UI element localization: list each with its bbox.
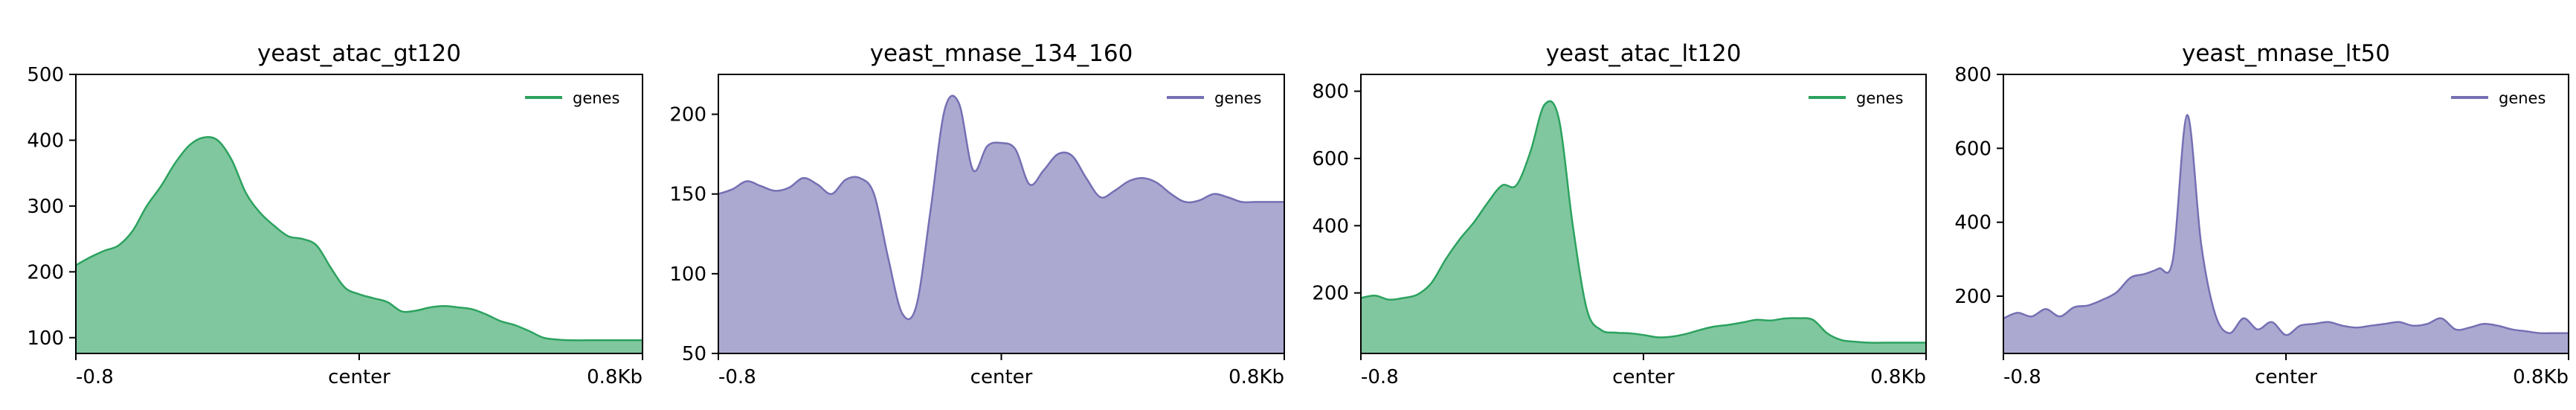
series-line-genes [1360,100,1926,344]
x-tick-label: -0.8 [2003,366,2041,388]
chart-title: yeast_atac_gt120 [257,40,461,67]
y-tick-label: 500 [27,64,64,86]
legend-label: genes [1856,89,1903,107]
series-line-genes [2003,114,2569,336]
y-tick-label: 50 [682,343,706,365]
series-line-genes [718,95,1284,321]
area-fill-genes [718,95,1284,353]
legend-label: genes [573,89,619,107]
area-fill-genes [1361,100,1926,353]
chart-panel-1: yeast_atac_gt120 100 200 300 400 500 -0.8 cente… [27,40,643,388]
y-tick-label: 200 [1312,283,1349,305]
area-fill-genes [76,137,643,353]
y-tick-label: 300 [27,196,64,218]
y-tick-label: 600 [1312,148,1349,170]
x-tick-label: 0.8Kb [1870,366,1926,388]
x-tick-label: 0.8Kb [587,366,643,388]
y-tick-label: 200 [669,104,706,126]
x-tick-label: 0.8Kb [1229,366,1284,388]
legend-label: genes [2499,89,2546,107]
chart-title: yeast_mnase_134_160 [870,40,1133,67]
y-tick-label: 800 [1954,64,1991,86]
y-tick-label: 400 [27,129,64,152]
y-tick-label: 400 [1954,212,1991,234]
series-line-genes [75,135,643,342]
y-tick-label: 200 [27,261,64,284]
x-tick-label: center [970,366,1033,388]
x-tick-label: -0.8 [76,366,114,388]
chart-title: yeast_atac_lt120 [1546,40,1742,67]
legend-label: genes [1214,89,1261,107]
chart-panel-4: yeast_mnase_lt50 200 400 600 800 -0.8 center 0.… [1954,40,2569,388]
x-tick-label: 0.8Kb [2513,366,2569,388]
y-tick-label: 200 [1954,286,1991,308]
chart-title: yeast_mnase_lt50 [2182,40,2390,67]
x-tick-label: center [1612,366,1675,388]
chart-panel-2: yeast_mnase_134_160 50 100 150 200 -0.8 center… [669,40,1285,388]
x-tick-label: center [328,366,390,388]
chart-panel-3: yeast_atac_lt120 200 400 600 800 -0.8 center 0.… [1312,40,1927,388]
y-tick-label: 600 [1954,138,1991,160]
y-tick-label: 150 [669,184,706,206]
area-fill-genes [2003,115,2569,353]
y-tick-label: 100 [27,327,64,350]
x-tick-label: -0.8 [718,366,756,388]
x-tick-label: center [2255,366,2317,388]
y-tick-label: 800 [1312,81,1349,103]
y-tick-label: 100 [669,263,706,286]
y-tick-label: 400 [1312,215,1349,237]
x-tick-label: -0.8 [1361,366,1399,388]
